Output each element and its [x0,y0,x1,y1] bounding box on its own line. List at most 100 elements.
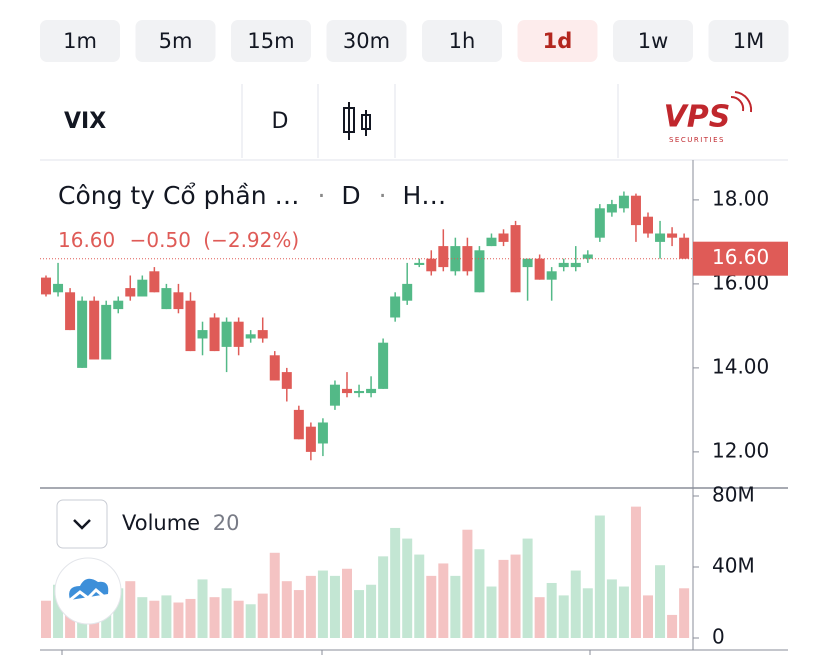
candle-body [486,237,497,247]
volume-bar [414,554,425,638]
legend-sep: · [379,181,387,210]
volume-legend: Volume 20 [122,511,240,535]
volume-bar [402,538,413,638]
candle-body [643,216,653,234]
volume-bar [655,565,666,638]
volume-bar [113,588,124,638]
timeframe-label[interactable]: 1m [63,29,97,53]
volume-bar [390,527,401,638]
candle-body [161,288,172,310]
y-tick-label: 12.00 [712,438,769,462]
legend-change: −0.50 [130,228,191,252]
timeframe-button[interactable] [517,20,598,62]
interval[interactable]: D [272,109,289,134]
chevron [73,519,91,530]
timeframe-label[interactable]: 1M [733,29,764,53]
volume-bar [185,598,196,638]
volume-bar [450,575,461,638]
timeframe-label[interactable]: 5m [159,29,193,53]
candle-body [41,277,51,295]
candle-body [606,204,617,213]
timeframe-label[interactable]: 1h [449,29,476,53]
timeframe-button[interactable] [231,20,311,62]
legend-change-pct: (−2.92%) [203,228,299,252]
candle-body [233,321,244,347]
timeframe-button[interactable] [422,20,502,62]
logo: VPS [664,100,731,135]
volume-bar [606,579,617,638]
volume-bar [221,588,232,638]
y-tick-label: 14.00 [712,354,769,378]
candle-body [426,258,437,272]
volume-bar [582,588,593,638]
timeframe-label[interactable]: 30m [343,29,390,53]
cloud-line [69,587,109,602]
last-price-tag [693,241,788,276]
candle-body [618,195,629,209]
volume-bar [317,570,328,638]
volume-bar [197,579,208,638]
legend-interval: D [341,181,360,210]
volume-bar [438,563,449,638]
timeframe-button[interactable] [326,20,407,62]
timeframe-button[interactable] [613,20,693,62]
volume-bar [354,590,365,638]
volume-bar [594,515,605,638]
chart-type-icon[interactable] [343,102,371,140]
timeframe-label[interactable]: 15m [247,29,294,53]
legend-name: Công ty Cổ phần … [58,181,299,210]
candle-body [655,233,666,242]
timeframe-label[interactable]: 1w [638,29,669,53]
candle-body [53,283,64,293]
volume-bar [378,556,389,638]
candle-body [594,208,605,238]
candle-body [474,250,485,293]
candle-body [293,409,304,440]
candle-body [630,195,641,226]
volume-bar [125,581,136,638]
candle-body [173,292,184,310]
timeframe-button[interactable] [40,20,120,62]
volume-bar [173,602,184,638]
candle-body [221,321,232,347]
candle-body [679,237,690,259]
volume-bar [245,604,256,638]
candle-body [185,300,196,352]
volume-length: 20 [213,511,240,535]
candle-body [329,384,340,406]
candle-body [125,288,136,297]
candle-body [570,262,581,268]
volume-bar [570,570,581,638]
volume-bar [209,597,220,638]
collapse-button[interactable] [56,499,108,549]
legend-close: 16.60 [58,228,115,252]
timeframe-label[interactable]: 1d [543,29,573,53]
timeframe-button[interactable] [708,20,789,62]
candle-body [667,233,678,238]
last-price-label: 16.60 [712,245,769,269]
volume-bar [149,600,160,638]
legend-sep: · [317,181,325,210]
candle-body [245,334,256,339]
candle-body [209,317,220,352]
volume-bar [426,575,437,638]
volume-bar [643,595,653,638]
candle-body [390,296,401,318]
legend-exchange: H… [402,181,446,210]
volume-bar [366,584,377,638]
timeframe-button[interactable] [135,20,216,62]
volume-bar [233,600,244,638]
volume-tick-label: 40M [712,553,755,577]
volume-bar [474,549,485,638]
volume-bar [630,506,641,638]
candle-body [378,342,389,389]
volume-tick-label: 0 [712,625,725,649]
volume-bar [667,614,678,638]
symbol[interactable]: VIX [64,109,106,134]
legend-values: 16.60 −0.50 (−2.92%) [58,228,299,252]
volume-bar [342,568,352,638]
volume-bar [462,529,473,638]
timeframe-bar: 1m 5m 15m 30m 1h 1d 1w 1M [40,20,789,62]
